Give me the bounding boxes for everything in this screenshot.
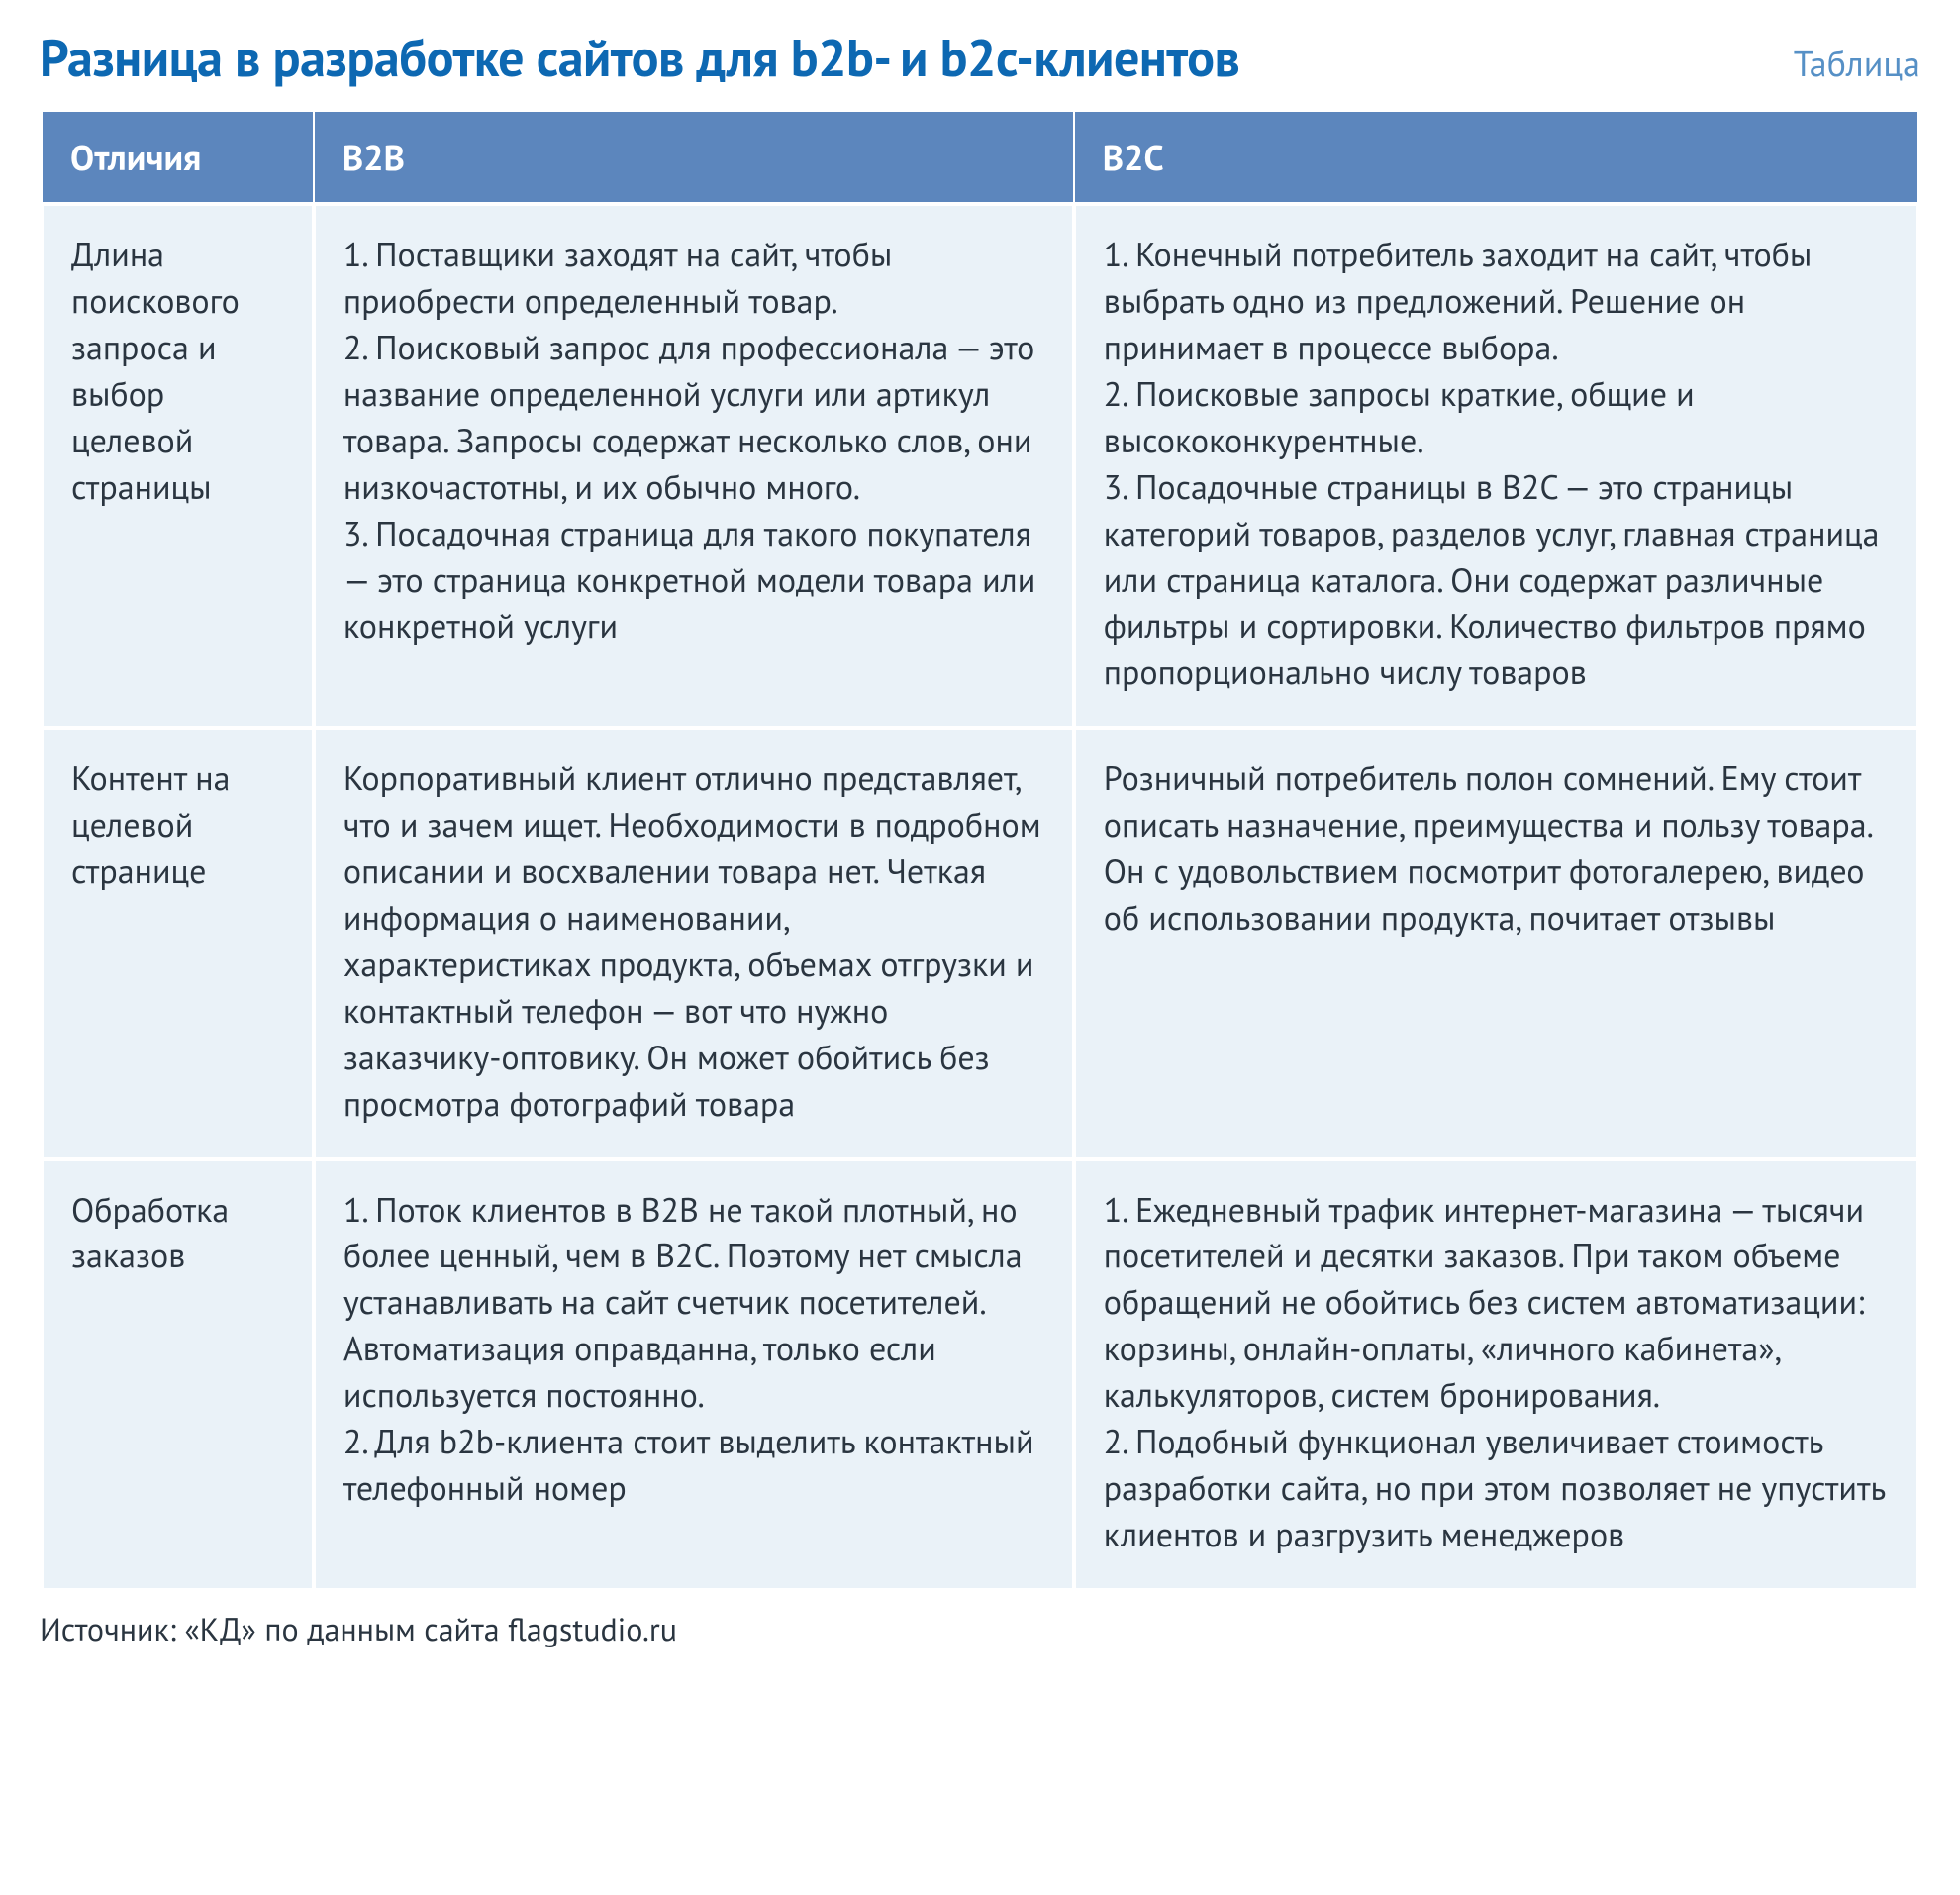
row-b2c: 1. Ежедневный трафик интернет-магазина —… — [1074, 1159, 1918, 1590]
column-header-differences: Отличия — [42, 111, 314, 204]
row-b2b: 1. Поставщики заходят на сайт, чтобы при… — [314, 204, 1074, 728]
row-b2b: Корпоративный клиент отлично представляе… — [314, 728, 1074, 1158]
row-label: Длина поискового запроса и выбор целевой… — [42, 204, 314, 728]
row-b2c: 1. Конечный потребитель заходит на сайт,… — [1074, 204, 1918, 728]
table-row: Обработка заказов 1. Поток клиентов в B2… — [42, 1159, 1918, 1590]
row-label: Обработка заказов — [42, 1159, 314, 1590]
column-header-b2c: B2C — [1074, 111, 1918, 204]
column-header-b2b: B2B — [314, 111, 1074, 204]
table-header-row: Отличия B2B B2C — [42, 111, 1918, 204]
comparison-table: Отличия B2B B2C Длина поискового запроса… — [40, 110, 1920, 1592]
row-label: Контент на целевой странице — [42, 728, 314, 1158]
row-b2c: Розничный потребитель полон сомнений. Ем… — [1074, 728, 1918, 1158]
header-row: Разница в разработке сайтов для b2b- и b… — [40, 30, 1920, 86]
table-label: Таблица — [1794, 40, 1920, 86]
row-b2b: 1. Поток клиентов в B2B не такой плотный… — [314, 1159, 1074, 1590]
table-row: Длина поискового запроса и выбор целевой… — [42, 204, 1918, 728]
page-title: Разница в разработке сайтов для b2b- и b… — [40, 30, 1239, 86]
table-row: Контент на целевой странице Корпоративны… — [42, 728, 1918, 1158]
source-line: Источник: «КД» по данным сайта flagstudi… — [40, 1608, 1920, 1649]
